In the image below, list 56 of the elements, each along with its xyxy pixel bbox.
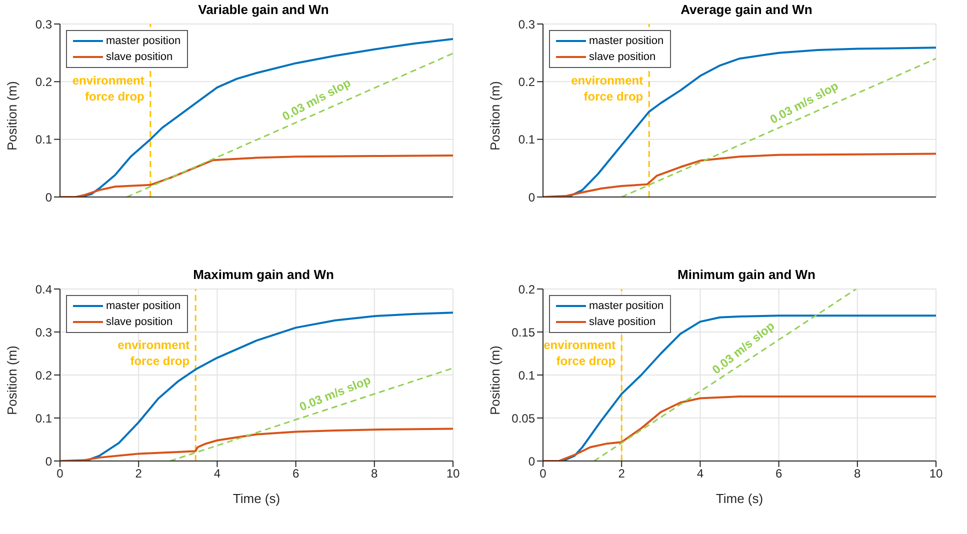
y-tick-label: 0 [528, 190, 536, 204]
y-axis-title: Position (m) [488, 81, 503, 150]
x-tick-label: 2 [618, 466, 626, 481]
x-tick-label: 10 [929, 466, 943, 481]
x-tick-label: 6 [775, 466, 782, 481]
y-tick-label: 0.4 [35, 282, 52, 296]
ref-line-label: environment force drop [118, 338, 190, 368]
ref-line-label: environment force drop [544, 338, 616, 368]
y-tick-label: 0.3 [518, 17, 536, 32]
y-tick-label: 0.1 [518, 132, 536, 147]
y-axis-title: Position (m) [4, 346, 20, 415]
y-tick-label: 0.15 [512, 325, 536, 340]
legend-label: slave position [106, 51, 173, 63]
y-axis-title: Position (m) [4, 81, 20, 150]
chart-title: Minimum gain and Wn [678, 267, 816, 282]
annotation: 0.03 m/s slop [768, 78, 841, 127]
y-tick-label: 0.2 [518, 74, 536, 89]
legend-label: slave position [106, 316, 173, 328]
legend-label: master position [106, 35, 181, 47]
annotation: 0.03 m/s slop [280, 76, 353, 124]
y-tick-label: 0.2 [35, 368, 52, 382]
x-tick-label: 0 [56, 466, 64, 481]
chart-title: Variable gain and Wn [198, 2, 329, 17]
y-tick-label: 0.1 [35, 132, 52, 147]
y-tick-label: 0.3 [35, 17, 52, 32]
legend-label: master position [589, 300, 664, 312]
y-tick-label: 0.3 [35, 325, 52, 340]
legend-label: slave position [589, 51, 656, 63]
x-tick-label: 4 [696, 466, 704, 481]
x-axis-title: Time (s) [716, 491, 764, 506]
y-tick-label: 0 [45, 190, 52, 204]
y-axis-title: Position (m) [488, 346, 503, 415]
y-tick-label: 0.2 [518, 282, 536, 296]
legend-label: slave position [589, 316, 656, 328]
x-tick-label: 4 [214, 466, 221, 481]
annotation: 0.03 m/s slop [710, 318, 778, 377]
x-axis-title: Time (s) [232, 491, 280, 506]
x-tick-label: 8 [854, 466, 862, 481]
y-tick-label: 0 [528, 454, 536, 468]
x-tick-label: 2 [135, 466, 142, 481]
chart-title: Average gain and Wn [680, 2, 812, 17]
chart-title: Maximum gain and Wn [193, 267, 334, 282]
y-tick-label: 0.2 [35, 74, 52, 89]
x-tick-label: 0 [540, 466, 547, 481]
x-tick-label: 6 [292, 466, 300, 481]
legend-label: master position [589, 35, 664, 47]
y-tick-label: 0.1 [518, 368, 536, 382]
ref-line-label: environment force drop [72, 74, 144, 104]
y-tick-label: 0.05 [512, 411, 536, 426]
x-tick-label: 8 [371, 466, 378, 481]
legend-label: master position [106, 300, 181, 312]
y-tick-label: 0 [45, 454, 52, 468]
annotation: 0.03 m/s slop [297, 372, 373, 414]
ref-line-label: environment force drop [571, 74, 644, 104]
x-tick-label: 10 [446, 466, 460, 481]
y-tick-label: 0.1 [35, 411, 52, 426]
